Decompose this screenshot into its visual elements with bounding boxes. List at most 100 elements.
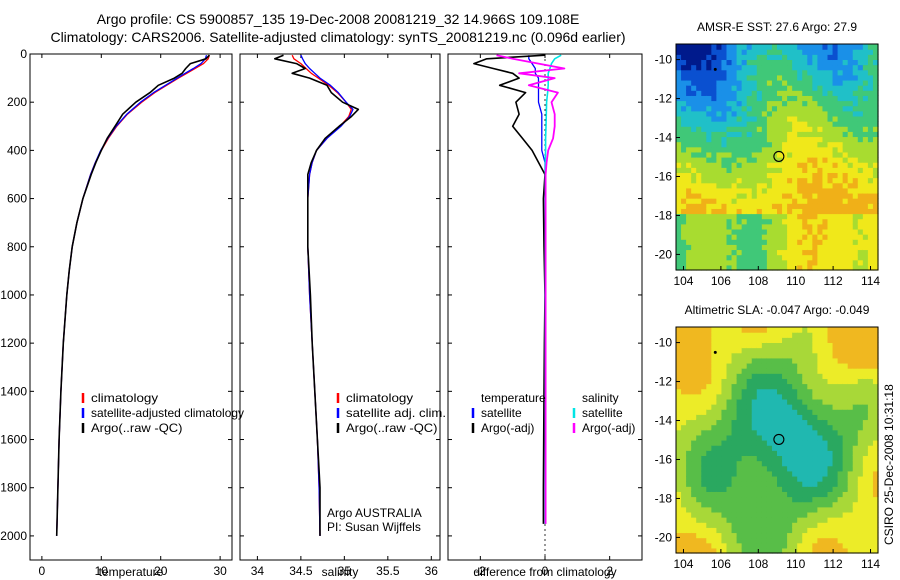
map-cell [766, 121, 773, 127]
map-cell [812, 254, 818, 261]
map-cell [731, 234, 738, 240]
map-cell [691, 342, 697, 349]
legend-entry: satellite [481, 406, 522, 420]
map-cell [726, 95, 733, 102]
map-cell [716, 434, 723, 441]
map-cell [857, 398, 864, 405]
map-cell [782, 110, 788, 117]
map-cell [817, 172, 824, 179]
map-cell [797, 167, 803, 174]
map-cell [777, 259, 783, 266]
map-cell [872, 157, 879, 163]
map-cell [862, 177, 869, 184]
map-cell [686, 141, 692, 148]
map-cell [792, 486, 798, 492]
map-cell [731, 460, 738, 467]
map-cell [766, 501, 773, 508]
map-cell [696, 373, 702, 379]
map-cell [686, 264, 692, 271]
map-cell [741, 85, 748, 91]
map-cell [756, 121, 763, 127]
map-cell [782, 511, 788, 518]
map-cell [706, 264, 712, 271]
map-cell [837, 455, 844, 462]
map-cell [867, 440, 874, 446]
map-cell [706, 368, 712, 374]
map-cell [716, 49, 723, 55]
map-cell [736, 90, 743, 96]
map-cell [706, 59, 712, 66]
map-cell [761, 352, 768, 359]
map-cell [847, 517, 854, 523]
map-cell [746, 85, 753, 91]
map-cell [716, 527, 723, 534]
map-cell [827, 465, 834, 472]
map-cell [857, 440, 864, 446]
map-cell [802, 228, 808, 235]
map-cell [696, 414, 702, 421]
map-cell [862, 378, 869, 385]
map-cell [731, 398, 738, 405]
map-cell [812, 187, 818, 194]
header-line1: Argo profile: CS 5900857_135 19-Dec-2008… [97, 11, 580, 27]
map-cell [852, 506, 859, 513]
map-cell [751, 136, 758, 143]
map-cell [792, 373, 798, 379]
map-cell [812, 362, 818, 369]
map-cell [721, 74, 728, 81]
map-cell [741, 481, 748, 487]
map-cell [842, 434, 849, 441]
map-cell [832, 54, 839, 61]
map-cell [872, 368, 879, 374]
map-cell [726, 537, 733, 544]
map-cell [766, 157, 773, 163]
map-cell [782, 126, 788, 132]
map-cell [852, 460, 859, 467]
map-cell [726, 527, 733, 534]
map-cell [751, 146, 758, 153]
map-cell [812, 177, 818, 184]
map-cell [777, 213, 783, 220]
map-cell [797, 264, 803, 271]
map-cell [711, 491, 717, 498]
map-cell [716, 470, 723, 477]
map-cell [686, 203, 692, 209]
map-cell [827, 409, 834, 415]
series-line-temperature-satellite [528, 55, 546, 524]
map-cell [822, 414, 829, 421]
map-cell [852, 79, 859, 86]
map-cell [802, 434, 808, 441]
map-cell [782, 177, 788, 184]
map-cell [701, 249, 707, 256]
map-cell [696, 537, 702, 544]
map-cell [711, 100, 717, 107]
map-cell [802, 259, 808, 266]
map-cell [696, 352, 702, 359]
y-tick-label: 0 [20, 47, 27, 61]
map-cell [862, 357, 869, 364]
map-cell [706, 337, 712, 344]
map-cell [812, 49, 818, 55]
map-cell [741, 187, 748, 194]
map-cell [817, 368, 824, 374]
map-cell [782, 121, 788, 127]
map-cell [797, 332, 803, 338]
map-cell [827, 434, 834, 441]
map-cell [706, 532, 712, 539]
map-cell [726, 126, 733, 132]
map-cell [731, 162, 738, 168]
map-cell [837, 496, 844, 503]
map-cell [857, 352, 864, 359]
map-cell [782, 445, 788, 451]
map-cell [686, 172, 692, 179]
map-cell [837, 388, 844, 395]
map-cell [706, 74, 712, 81]
map-cell [777, 182, 783, 189]
map-cell [771, 54, 778, 61]
map-cell [867, 234, 874, 240]
map-cell [817, 496, 824, 503]
map-cell [736, 187, 743, 194]
map-cell [756, 259, 763, 266]
map-cell [867, 177, 874, 184]
map-cell [812, 475, 818, 482]
